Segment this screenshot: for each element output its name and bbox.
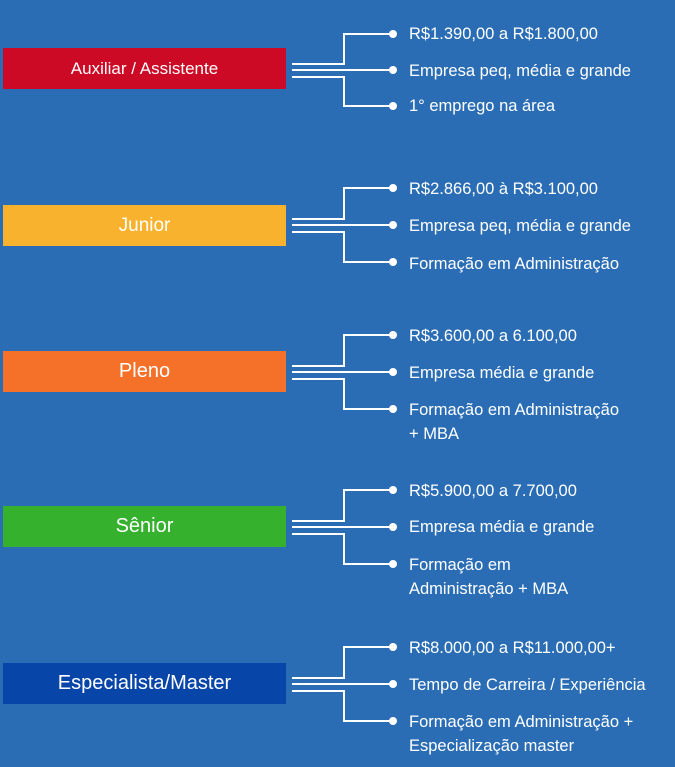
level-pleno-company: Empresa média e grande bbox=[409, 364, 595, 382]
level-auxiliar-requirement: 1° emprego na área bbox=[409, 97, 556, 115]
level-label-auxiliar: Auxiliar / Assistente bbox=[3, 48, 286, 89]
level-especialista-requirement: Formação em Administração + Especializaç… bbox=[409, 713, 634, 755]
connector-pleno bbox=[292, 331, 397, 413]
level-auxiliar-salary: R$1.390,00 a R$1.800,00 bbox=[409, 25, 598, 43]
connector-especialista bbox=[292, 643, 397, 725]
level-senior-company: Empresa média e grande bbox=[409, 518, 595, 536]
level-junior-company: Empresa peq, média e grande bbox=[409, 217, 631, 235]
level-senior-requirement: Formação em Administração + MBA bbox=[409, 556, 569, 598]
level-junior: Junior R$2.866,00 à R$3.100,00 Empresa p… bbox=[0, 155, 675, 275]
level-pleno-salary: R$3.600,00 a 6.100,00 bbox=[409, 327, 577, 345]
level-pleno: Pleno R$3.600,00 a 6.100,00 Empresa médi… bbox=[0, 302, 675, 443]
level-label-especialista: Especialista/Master bbox=[3, 663, 286, 704]
level-label-senior: Sênior bbox=[3, 506, 286, 547]
connector-auxiliar bbox=[292, 30, 397, 110]
level-label-junior: Junior bbox=[3, 205, 286, 246]
level-auxiliar: Auxiliar / Assistente R$1.390,00 a R$1.8… bbox=[0, 0, 675, 120]
level-especialista: Especialista/Master R$8.000,00 a R$11.00… bbox=[0, 614, 675, 755]
level-senior-salary: R$5.900,00 a 7.700,00 bbox=[409, 482, 577, 500]
level-junior-requirement: Formação em Administração bbox=[409, 255, 619, 273]
level-pleno-requirement: Formação em Administração + MBA bbox=[409, 401, 619, 443]
connector-junior bbox=[292, 184, 397, 266]
level-especialista-experience: Tempo de Carreira / Experiência bbox=[409, 676, 646, 694]
level-auxiliar-company: Empresa peq, média e grande bbox=[409, 62, 631, 80]
level-senior: Sênior R$5.900,00 a 7.700,00 Empresa méd… bbox=[0, 457, 675, 598]
connector-senior bbox=[292, 486, 397, 568]
level-especialista-salary: R$8.000,00 a R$11.000,00+ bbox=[409, 639, 616, 657]
level-label-pleno: Pleno bbox=[3, 351, 286, 392]
level-junior-salary: R$2.866,00 à R$3.100,00 bbox=[409, 180, 598, 198]
